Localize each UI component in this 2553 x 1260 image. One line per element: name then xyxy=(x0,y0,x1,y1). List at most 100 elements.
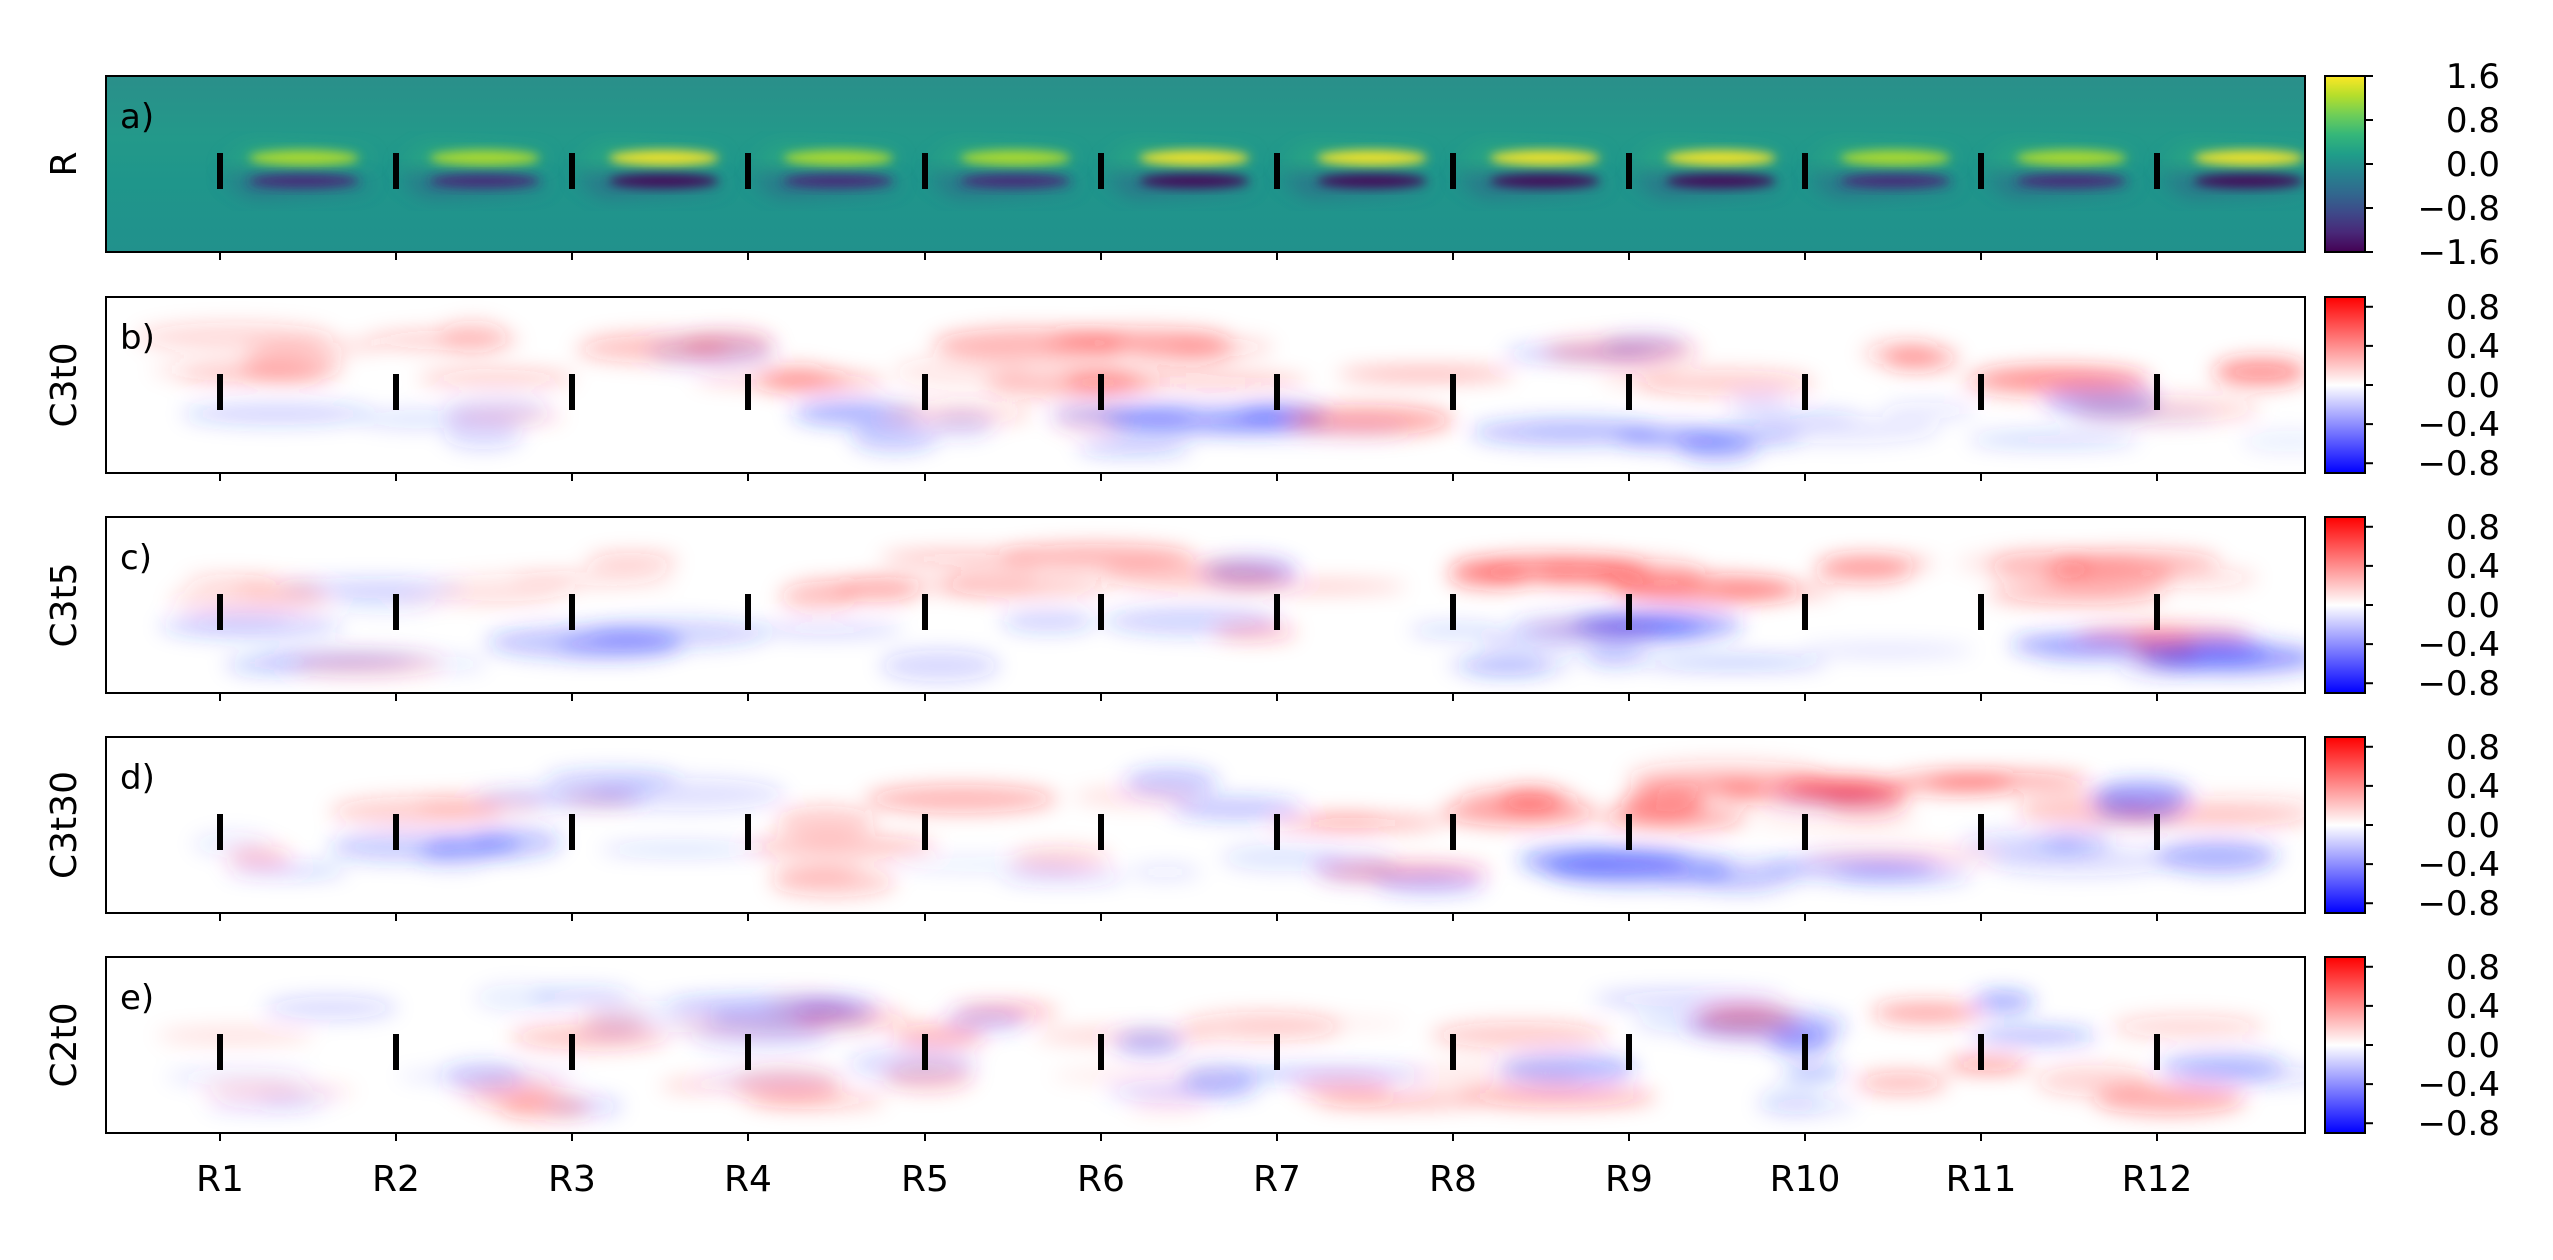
colorbar-tick-label: 0.4 xyxy=(2446,327,2500,367)
negative-anomaly xyxy=(1479,631,1578,649)
turbine-marker-4 xyxy=(745,1034,751,1070)
turbine-marker-3 xyxy=(569,594,575,630)
negative-anomaly xyxy=(1077,439,1191,455)
positive-anomaly xyxy=(1128,1098,1209,1112)
positive-anomaly xyxy=(2110,1015,2266,1039)
negative-anomaly xyxy=(474,984,559,1011)
turbine-marker-10 xyxy=(1802,374,1808,410)
x-tick-label: R4 xyxy=(724,1159,772,1200)
wake-core-positive xyxy=(1840,150,1951,166)
positive-anomaly xyxy=(1975,369,2148,387)
turbine-marker-10 xyxy=(1802,814,1808,850)
colorbar-tick-label: 0.0 xyxy=(2446,1026,2500,1066)
positive-anomaly xyxy=(771,867,896,897)
negative-anomaly xyxy=(2037,649,2168,666)
colorbar-tick-label: 0.4 xyxy=(2446,547,2500,587)
negative-anomaly xyxy=(1229,1067,1424,1081)
wake-5 xyxy=(925,147,1078,195)
x-tick-label: R2 xyxy=(372,1159,420,1200)
negative-anomaly xyxy=(1833,863,1973,885)
colorbar xyxy=(2324,516,2366,694)
positive-anomaly xyxy=(748,1091,886,1110)
positive-anomaly xyxy=(660,1079,735,1092)
positive-anomaly xyxy=(1716,584,1836,598)
colorbar-tick-label: −0.8 xyxy=(2417,664,2500,704)
axes-frame xyxy=(105,296,2306,474)
wake-core-positive xyxy=(1317,150,1427,166)
negative-anomaly xyxy=(847,1047,978,1081)
negative-anomaly xyxy=(1967,432,2139,448)
positive-anomaly xyxy=(2137,795,2305,812)
turbine-marker-7 xyxy=(1274,374,1280,410)
negative-anomaly xyxy=(1180,1064,1258,1094)
positive-anomaly xyxy=(210,1084,356,1099)
positive-anomaly xyxy=(1268,815,1446,831)
turbine-marker-11 xyxy=(1978,594,1984,630)
wake-core-positive xyxy=(960,150,1071,166)
positive-anomaly xyxy=(1805,847,2001,864)
anomaly-blobs xyxy=(156,984,2305,1120)
colorbar-tick-label: −0.4 xyxy=(2417,845,2500,885)
positive-anomaly xyxy=(499,1095,591,1120)
colorbar-tick-label: 0.8 xyxy=(2446,508,2500,548)
turbine-marker-3 xyxy=(569,814,575,850)
negative-anomaly xyxy=(880,650,1000,682)
wake-core-positive xyxy=(608,150,719,166)
positive-anomaly xyxy=(1430,1021,1609,1049)
positive-anomaly xyxy=(417,368,576,388)
positive-anomaly xyxy=(779,582,857,611)
turbine-marker-1 xyxy=(217,814,223,850)
colorbar-tick-label: −1.6 xyxy=(2417,233,2500,273)
negative-anomaly xyxy=(444,419,523,450)
turbine-marker-4 xyxy=(745,814,751,850)
positive-anomaly xyxy=(747,835,937,859)
positive-anomaly xyxy=(1055,327,1230,349)
positive-anomaly xyxy=(510,570,675,587)
turbine-marker-10 xyxy=(1802,153,1808,189)
negative-anomaly xyxy=(798,400,890,421)
colorbar-tick-label: 0.0 xyxy=(2446,806,2500,846)
turbine-marker-2 xyxy=(393,153,399,189)
negative-anomaly xyxy=(1985,845,2177,876)
turbine-marker-6 xyxy=(1098,1034,1104,1070)
heatmap-field xyxy=(106,957,2305,1133)
turbine-marker-8 xyxy=(1450,814,1456,850)
wake-core-negative xyxy=(429,174,540,188)
colorbar xyxy=(2324,956,2366,1134)
negative-anomaly xyxy=(205,1099,318,1111)
turbine-marker-7 xyxy=(1274,153,1280,189)
turbine-marker-1 xyxy=(217,594,223,630)
negative-anomaly xyxy=(359,409,474,430)
positive-anomaly xyxy=(1542,337,1701,365)
negative-anomaly xyxy=(397,1070,582,1083)
positive-anomaly xyxy=(329,796,504,827)
wake-3 xyxy=(572,147,725,195)
wake-core-positive xyxy=(249,150,360,166)
negative-anomaly xyxy=(1760,1083,1824,1115)
y-axis-label: C2t0 xyxy=(44,1002,85,1087)
wake-core-positive xyxy=(2193,150,2304,166)
wake-core-positive xyxy=(1139,150,1250,166)
turbine-marker-6 xyxy=(1098,374,1104,410)
turbine-marker-7 xyxy=(1274,1034,1280,1070)
negative-anomaly xyxy=(2073,407,2218,424)
negative-anomaly xyxy=(1592,989,1785,1009)
positive-anomaly xyxy=(1751,815,1922,829)
turbine-marker-10 xyxy=(1802,594,1808,630)
positive-anomaly xyxy=(586,552,679,570)
panel-label: c) xyxy=(120,538,152,578)
positive-anomaly xyxy=(1945,1056,2030,1073)
positive-anomaly xyxy=(794,1007,908,1029)
negative-anomaly xyxy=(263,996,398,1020)
wake-core-positive xyxy=(429,150,540,166)
heatmap-field xyxy=(106,517,2305,693)
positive-anomaly xyxy=(292,653,443,678)
colorbar-tick-label: 0.8 xyxy=(2446,948,2500,988)
colorbar-tick-label: 0.0 xyxy=(2446,586,2500,626)
negative-anomaly xyxy=(1782,1066,1846,1079)
turbine-marker-4 xyxy=(745,594,751,630)
positive-anomaly xyxy=(764,363,826,392)
turbine-marker-9 xyxy=(1626,1034,1632,1070)
turbine-marker-11 xyxy=(1978,814,1984,850)
negative-anomaly xyxy=(2159,841,2276,875)
